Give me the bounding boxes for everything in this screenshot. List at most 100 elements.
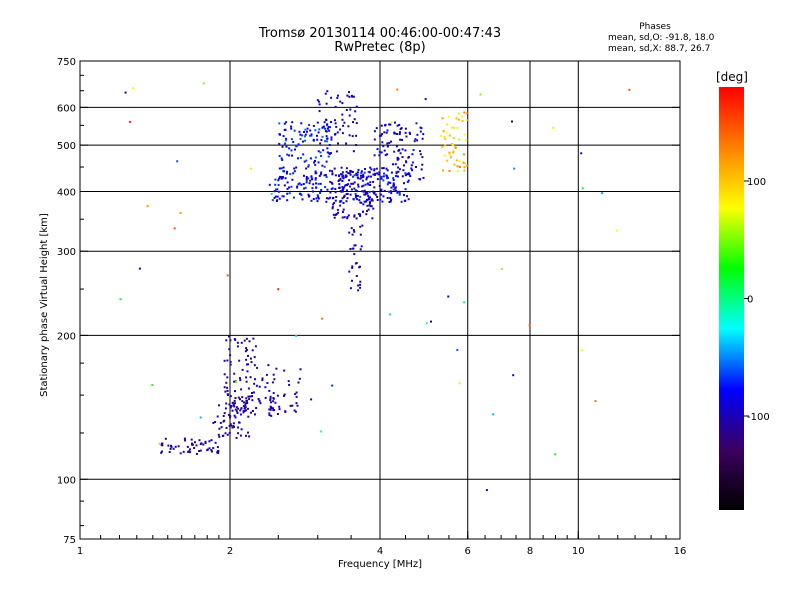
data-point: [258, 400, 261, 403]
data-point: [378, 150, 381, 153]
data-point: [239, 413, 242, 416]
data-point: [309, 157, 312, 160]
data-point: [233, 372, 236, 375]
data-point: [231, 409, 234, 412]
data-point: [276, 394, 279, 397]
data-point: [359, 286, 362, 289]
y-tick-label: 750: [57, 57, 76, 68]
data-point: [278, 177, 281, 180]
data-point: [183, 437, 186, 440]
data-point: [176, 160, 179, 163]
data-point: [381, 200, 384, 203]
data-point: [291, 154, 294, 157]
data-point: [342, 177, 345, 180]
data-point: [345, 193, 348, 196]
data-point: [310, 176, 313, 179]
data-point: [242, 411, 245, 414]
data-point: [372, 190, 375, 193]
data-point: [247, 395, 250, 398]
data-point: [334, 214, 337, 216]
data-point: [278, 197, 281, 200]
data-point: [264, 386, 267, 389]
data-point: [380, 151, 383, 154]
data-point: [270, 401, 272, 404]
data-point: [275, 367, 278, 370]
data-point: [337, 94, 339, 97]
data-point: [403, 164, 405, 167]
data-point: [373, 186, 376, 189]
data-point: [316, 134, 318, 137]
data-point: [294, 393, 297, 395]
data-point: [444, 138, 447, 140]
data-point: [295, 391, 298, 394]
data-point: [285, 172, 288, 175]
data-point: [273, 190, 276, 193]
data-point: [327, 126, 330, 128]
data-point: [324, 186, 327, 188]
data-point: [457, 170, 459, 173]
data-point: [580, 152, 583, 155]
data-point: [340, 166, 343, 169]
data-point: [216, 451, 219, 454]
data-point: [356, 190, 359, 193]
data-point: [307, 165, 310, 168]
data-point: [312, 183, 315, 186]
data-point: [226, 376, 229, 379]
data-point: [245, 376, 248, 379]
data-point: [374, 172, 377, 175]
data-point: [401, 148, 404, 151]
data-point: [359, 195, 362, 198]
data-point: [352, 182, 355, 185]
data-point: [416, 133, 419, 136]
data-point: [250, 361, 253, 364]
data-point: [235, 436, 238, 439]
data-point: [463, 162, 466, 165]
data-point: [204, 442, 207, 444]
data-point: [378, 171, 381, 174]
data-point: [283, 184, 286, 187]
data-point: [392, 188, 395, 191]
data-point: [210, 449, 213, 452]
data-point: [318, 110, 321, 113]
data-point: [371, 217, 374, 220]
data-point: [245, 409, 247, 412]
data-point: [350, 188, 353, 191]
data-point: [365, 200, 367, 203]
data-point: [272, 409, 275, 412]
data-point: [373, 138, 376, 141]
data-point: [276, 413, 279, 415]
data-point: [369, 181, 372, 184]
data-point: [356, 176, 359, 179]
data-point: [268, 183, 271, 186]
data-point: [466, 119, 469, 122]
x-tick-label: 6: [465, 546, 471, 557]
data-point: [395, 170, 398, 173]
data-point: [320, 155, 323, 157]
data-point: [457, 112, 460, 115]
phases-o-stats: mean, sd,O: -91.8, 18.0: [608, 33, 715, 43]
data-point: [283, 122, 286, 125]
data-point: [243, 407, 246, 410]
data-point: [359, 248, 362, 251]
data-point: [378, 154, 381, 157]
data-point: [351, 265, 354, 268]
data-point: [405, 173, 408, 176]
data-point: [317, 195, 320, 198]
data-point: [351, 279, 353, 282]
data-point: [334, 199, 337, 202]
data-point: [276, 195, 279, 198]
data-point: [455, 116, 458, 119]
y-tick-label: 500: [57, 141, 76, 152]
data-point: [311, 178, 314, 181]
data-point: [309, 129, 312, 132]
data-point: [278, 155, 281, 157]
data-point: [615, 229, 618, 232]
data-point: [365, 198, 368, 201]
data-point: [389, 313, 392, 316]
data-point: [170, 444, 172, 447]
data-point: [352, 95, 355, 98]
data-point: [390, 121, 393, 124]
data-point: [231, 401, 234, 404]
data-point: [198, 450, 201, 452]
data-point: [233, 380, 236, 383]
